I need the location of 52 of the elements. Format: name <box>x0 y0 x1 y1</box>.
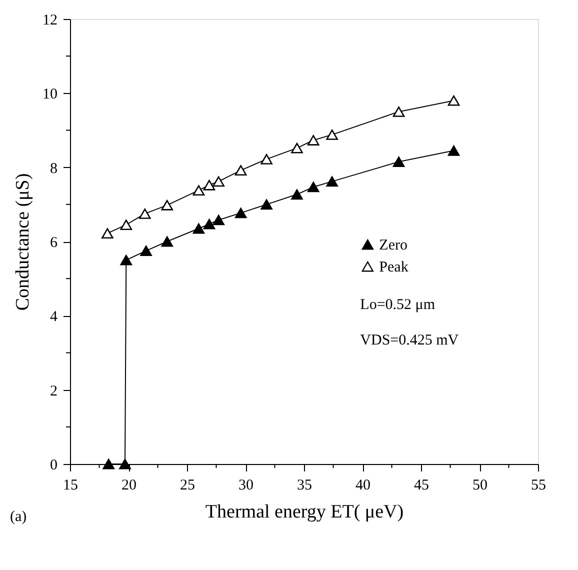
x-tick-label: 55 <box>531 478 546 494</box>
point <box>326 176 338 187</box>
point <box>291 189 303 200</box>
x-tick-label: 30 <box>238 478 254 494</box>
annotation: VDS=0.425 mV <box>360 332 459 348</box>
x-axis-title: Thermal energy ET( μeV) <box>205 502 404 522</box>
x-tick-label: 45 <box>414 478 429 494</box>
x-tick-label: 50 <box>472 478 488 494</box>
annotation: Lo=0.52 μm <box>360 296 436 313</box>
x-tick-label: 35 <box>297 478 312 494</box>
point <box>119 458 131 470</box>
point <box>234 165 247 176</box>
point <box>392 156 405 167</box>
point <box>260 199 272 210</box>
y-axis-title: Conductance (μS) <box>12 173 34 311</box>
point <box>120 220 132 230</box>
point <box>448 95 460 106</box>
x-tick-label: 40 <box>356 478 370 494</box>
point <box>192 223 205 234</box>
x-tick-label: 15 <box>63 478 78 494</box>
y-tick-label: 6 <box>50 235 58 251</box>
legend-label: Peak <box>379 260 409 276</box>
point <box>161 236 174 247</box>
y-tick-label: 8 <box>50 160 58 177</box>
x-tick-label: 20 <box>122 478 136 494</box>
point <box>212 176 224 187</box>
point <box>260 154 272 164</box>
point <box>291 142 303 154</box>
y-tick-label: 12 <box>42 12 58 28</box>
point <box>120 254 132 266</box>
point <box>326 130 338 140</box>
point <box>203 180 216 190</box>
point <box>203 218 216 230</box>
point <box>448 145 460 156</box>
point <box>138 208 151 219</box>
point <box>102 228 114 239</box>
y-tick-label: 4 <box>50 309 58 326</box>
point <box>161 200 174 210</box>
y-tick-label: 0 <box>50 458 58 474</box>
legend-label: Zero <box>379 238 408 254</box>
text: (a) <box>10 509 27 525</box>
point <box>307 135 320 146</box>
point <box>192 185 205 196</box>
point <box>392 106 405 117</box>
point <box>102 458 115 470</box>
y-tick-label: 2 <box>50 383 58 400</box>
point <box>140 246 152 256</box>
point <box>212 214 224 226</box>
point <box>234 208 247 218</box>
point <box>307 182 320 192</box>
x-tick-label: 25 <box>180 478 195 494</box>
y-tick-label: 10 <box>42 86 58 103</box>
